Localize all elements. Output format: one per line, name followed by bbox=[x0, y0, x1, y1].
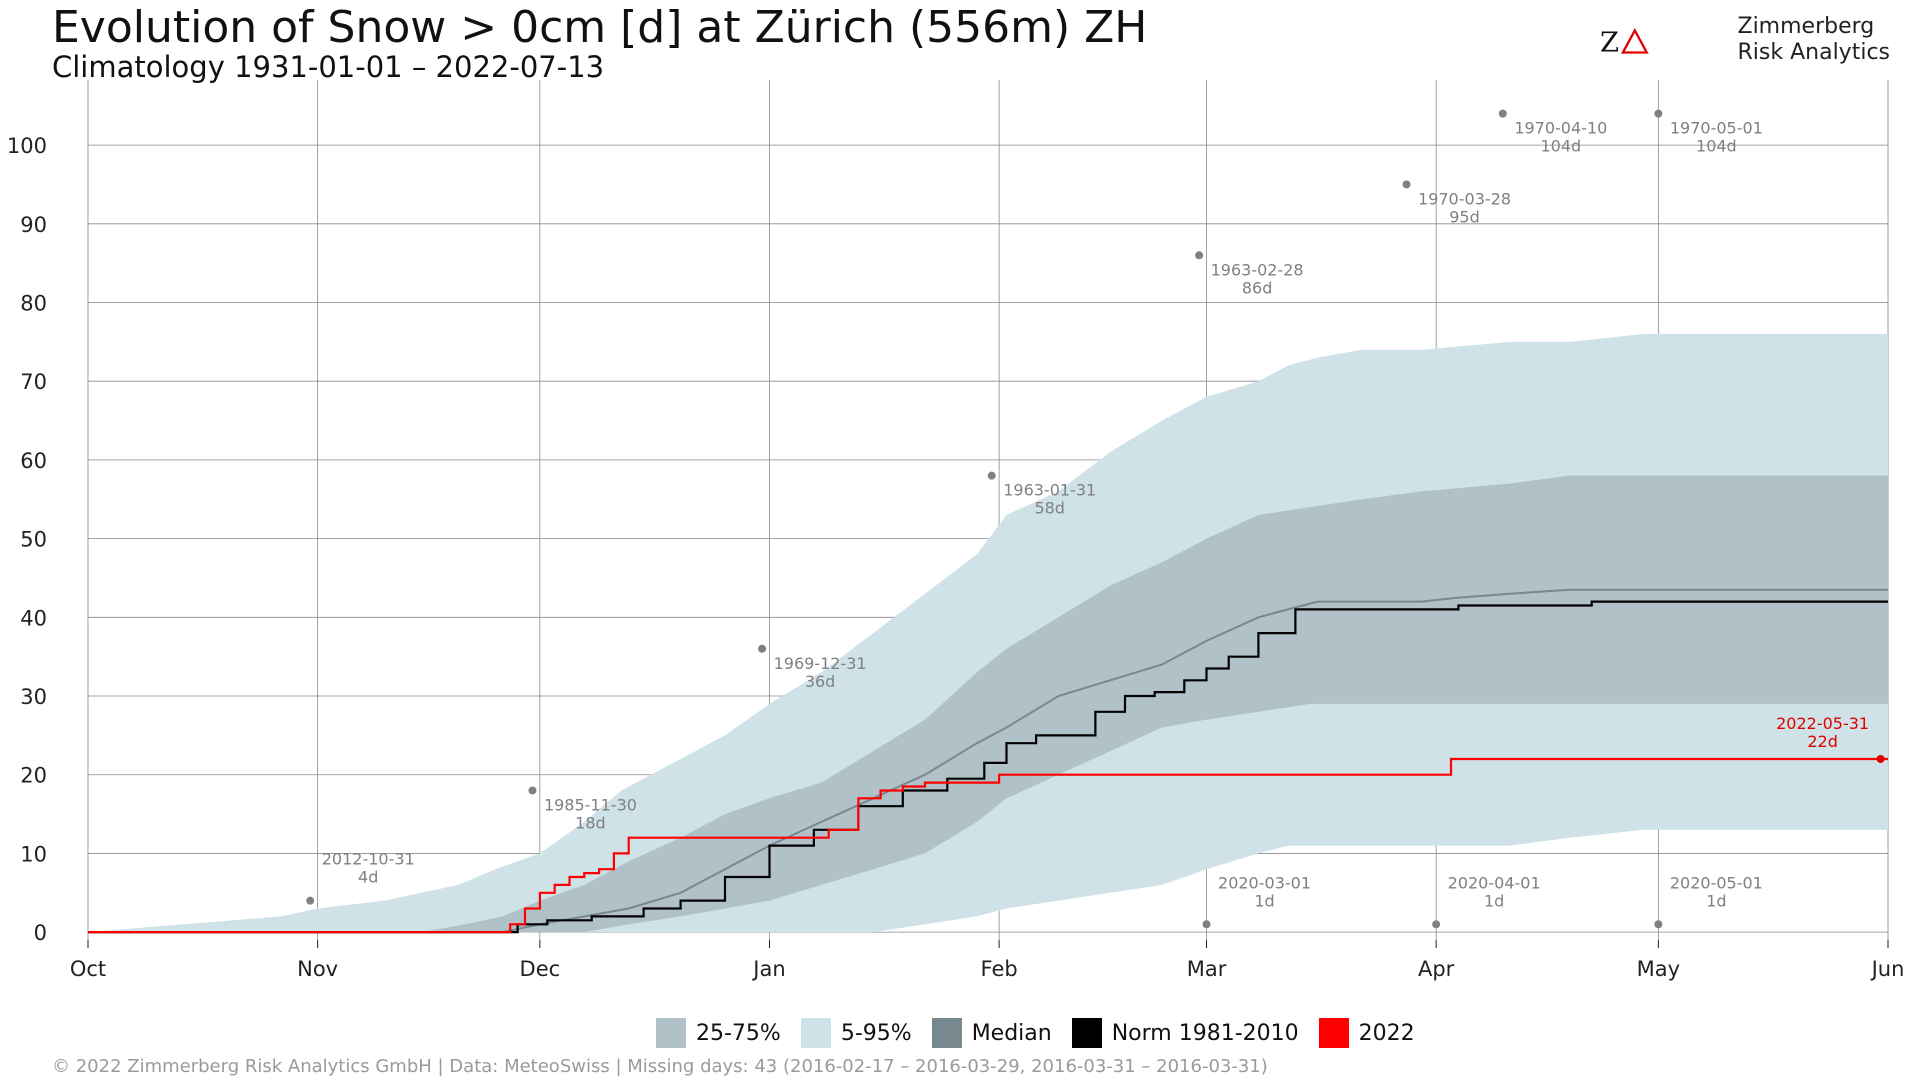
annotation-value: 95d bbox=[1449, 207, 1480, 226]
series-line-median bbox=[88, 588, 1888, 934]
y-tick-label: 100 bbox=[7, 134, 47, 158]
footer-credits: © 2022 Zimmerberg Risk Analytics GmbH | … bbox=[52, 1056, 1268, 1077]
legend-swatch bbox=[1318, 1018, 1349, 1048]
annotation-date: 2020-03-01 bbox=[1218, 873, 1311, 892]
legend-swatch bbox=[1071, 1018, 1102, 1048]
annotation-date: 1969-12-31 bbox=[774, 654, 867, 673]
annotation-value: 4d bbox=[358, 868, 378, 887]
y-tick-label: 50 bbox=[20, 528, 47, 552]
annotation-value: 104d bbox=[1540, 137, 1581, 156]
annotation-point bbox=[1498, 109, 1507, 118]
y-tick-label: 60 bbox=[20, 449, 47, 473]
annotation-date: 1963-01-31 bbox=[1003, 481, 1096, 500]
y-tick-label: 90 bbox=[20, 213, 47, 237]
y-tick-label: 10 bbox=[20, 842, 47, 866]
chart-subtitle: Climatology 1931-01-01 – 2022-07-13 bbox=[52, 50, 605, 84]
annotation-value: 22d bbox=[1807, 732, 1838, 751]
annotation-value: 1d bbox=[1254, 891, 1274, 910]
annotation-date: 1970-05-01 bbox=[1670, 119, 1763, 138]
annotation-point bbox=[306, 896, 315, 905]
annotation-value: 1d bbox=[1706, 891, 1726, 910]
annotation-value: 1d bbox=[1484, 891, 1504, 910]
annotation-point bbox=[1654, 920, 1663, 929]
x-tick-label: Oct bbox=[70, 957, 106, 981]
annotation-date: 1970-04-10 bbox=[1514, 119, 1607, 138]
annotation-point bbox=[987, 471, 996, 480]
y-tick-label: 30 bbox=[20, 685, 47, 709]
annotation-point bbox=[1654, 109, 1663, 118]
annotation-date: 2020-04-01 bbox=[1448, 873, 1541, 892]
x-tick-label: May bbox=[1637, 957, 1680, 981]
annotation-date: 2020-05-01 bbox=[1670, 873, 1763, 892]
y-tick-label: 0 bbox=[34, 921, 47, 945]
annotation-value: 58d bbox=[1034, 499, 1065, 518]
x-tick-label: Apr bbox=[1418, 957, 1455, 981]
y-tick-label: 20 bbox=[20, 764, 47, 788]
band-25-75 bbox=[88, 475, 1888, 933]
axes: 0 10 20 30 40 50 60 70 80 90 100 Oct Nov Dec Jan Feb Mar… bbox=[7, 134, 1905, 981]
percentile-bands bbox=[88, 334, 1888, 933]
annotation-date: 1963-02-28 bbox=[1211, 260, 1304, 279]
legend-item-5-95: 5-95% bbox=[800, 1018, 912, 1048]
svg-text:Z: Z bbox=[1600, 27, 1619, 59]
series-line-norm-1981-2010 bbox=[88, 600, 1888, 934]
legend-item-median: Median bbox=[931, 1018, 1052, 1048]
chart-title: Evolution of Snow > 0cm [d] at Zürich (5… bbox=[52, 2, 1148, 53]
annotation-value: 86d bbox=[1242, 278, 1273, 297]
legend-item-25-75: 25-75% bbox=[656, 1018, 781, 1048]
annotation-point bbox=[1432, 920, 1441, 929]
x-tick-label: Mar bbox=[1187, 957, 1227, 981]
legend-swatch bbox=[656, 1018, 686, 1048]
annotation-point bbox=[528, 786, 537, 795]
annotation-date: 2012-10-31 bbox=[322, 850, 415, 869]
legend-swatch bbox=[931, 1018, 962, 1048]
annotation-date: 1970-03-28 bbox=[1418, 189, 1511, 208]
annotation-point bbox=[758, 644, 767, 653]
chart-legend: 25-75% 5-95% Median Norm 1981-2010 2022 bbox=[656, 1018, 1435, 1048]
legend-swatch bbox=[800, 1018, 831, 1048]
annotation-value: 104d bbox=[1696, 137, 1737, 156]
annotation-point bbox=[1876, 754, 1885, 763]
series-line-2022 bbox=[88, 757, 1888, 934]
legend-item-norm: Norm 1981-2010 bbox=[1071, 1018, 1299, 1048]
legend-item-2022: 2022 bbox=[1318, 1018, 1415, 1048]
x-tick-label: Dec bbox=[520, 957, 561, 981]
x-tick-label: Nov bbox=[297, 957, 338, 981]
annotation-date: 1985-11-30 bbox=[544, 795, 637, 814]
annotation-point bbox=[1402, 180, 1411, 189]
x-tick-label: Jun bbox=[1870, 957, 1905, 981]
x-tick-label: Feb bbox=[981, 957, 1018, 981]
annotation-point bbox=[1195, 251, 1204, 260]
series-lines bbox=[88, 588, 1888, 934]
company-name: Zimmerberg Risk Analytics bbox=[1737, 14, 1891, 65]
x-tick-label: Jan bbox=[751, 957, 785, 981]
annotation-date: 2022-05-31 bbox=[1776, 714, 1869, 733]
y-tick-label: 40 bbox=[20, 606, 47, 630]
annotation-point bbox=[1202, 920, 1211, 929]
y-tick-label: 70 bbox=[20, 370, 47, 394]
annotation-value: 36d bbox=[805, 672, 836, 691]
y-tick-label: 80 bbox=[20, 292, 47, 316]
annotation-value: 18d bbox=[575, 813, 606, 832]
band-5-95 bbox=[88, 334, 1888, 933]
